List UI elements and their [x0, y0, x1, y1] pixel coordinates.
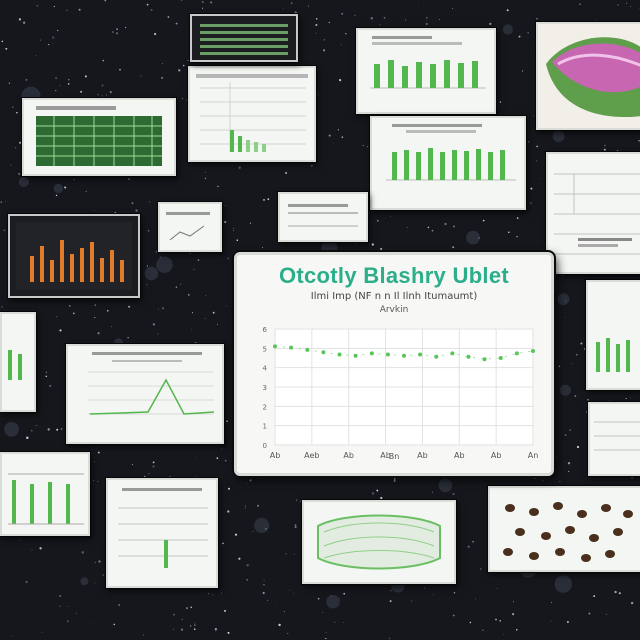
thumb-left-edge-chart — [0, 312, 36, 412]
y-tick-label: 4 — [263, 365, 268, 373]
y-tick-label: 6 — [263, 326, 268, 334]
thumb-seed-pattern — [488, 486, 640, 572]
data-point — [531, 349, 535, 353]
data-point — [385, 352, 390, 357]
x-tick-label: Ab — [454, 451, 465, 460]
thumb-small-note-a — [158, 202, 222, 252]
x-tick-label: Ab — [270, 451, 281, 460]
chart-subtitle: Ilmi Imp (NF n n Il Ilnh Itumaumt) — [310, 291, 478, 302]
x-tick-label: An — [528, 451, 539, 460]
chart-title: Otcotly Blashry Ublet — [278, 263, 510, 288]
data-point — [402, 353, 406, 358]
data-point — [337, 352, 342, 357]
thumb-bar-chart-top — [356, 28, 496, 114]
y-tick-label: 1 — [263, 423, 267, 431]
x-tick-label: Ab — [491, 451, 502, 460]
thumb-table-lower-right — [588, 402, 640, 476]
x-tick-label: Ab — [417, 451, 428, 460]
data-point — [418, 352, 423, 357]
data-point — [289, 345, 294, 350]
thumb-peak-line-chart — [66, 344, 224, 444]
chart-subtitle-secondary: Arvkin — [379, 305, 409, 315]
thumb-striped-bars — [0, 452, 90, 536]
thumb-bar-chart-right — [586, 280, 640, 390]
data-point — [498, 356, 503, 360]
x-axis-label: Bn — [388, 452, 400, 461]
data-point — [321, 350, 326, 355]
thumb-orange-bar-chart — [8, 214, 140, 298]
y-tick-label: 0 — [263, 442, 267, 450]
data-point — [514, 351, 519, 356]
data-point — [353, 353, 358, 358]
x-tick-label: Ab — [380, 451, 391, 460]
data-point — [466, 354, 471, 359]
main-chart-card: Otcotly Blashry Ublet Ilmi Imp (NF n n I… — [234, 252, 554, 476]
thumb-dark-matrix — [190, 14, 298, 62]
thumb-green-grid-table — [22, 98, 176, 176]
data-point — [305, 347, 310, 352]
data-point — [434, 354, 439, 359]
thumb-leaf-photo — [536, 22, 640, 130]
y-tick-label: 5 — [263, 345, 267, 353]
thumb-bar-chart-mid — [370, 116, 526, 210]
data-point — [450, 351, 455, 356]
data-point — [369, 351, 374, 356]
thumb-small-note-b — [278, 192, 368, 242]
x-tick-label: Aeb — [304, 451, 319, 460]
x-tick-label: Ab — [343, 451, 354, 460]
thumb-line-table — [188, 66, 316, 162]
thumb-mesh-render — [302, 500, 456, 584]
data-point — [482, 357, 487, 362]
thumb-table-right — [546, 152, 640, 274]
y-tick-label: 3 — [263, 384, 267, 392]
data-point — [273, 344, 277, 349]
thumb-grid-bottom — [106, 478, 218, 588]
y-tick-label: 2 — [263, 403, 267, 411]
